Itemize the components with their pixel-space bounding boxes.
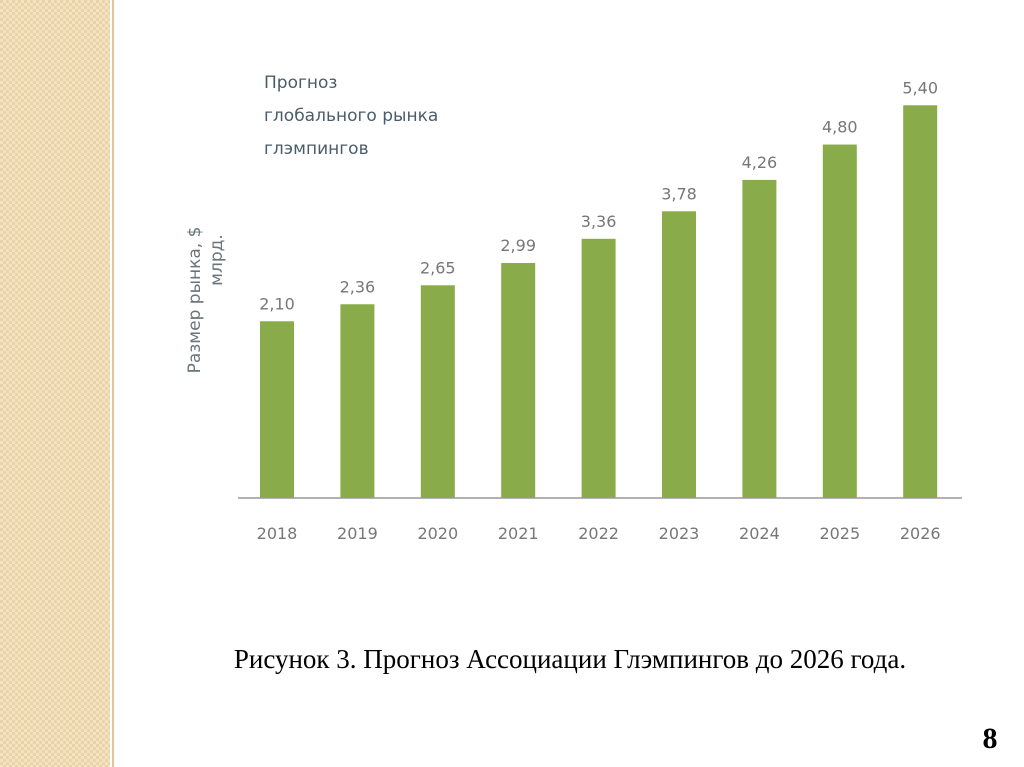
x-tick-label: 2024 [739, 524, 780, 543]
side-stripe [0, 0, 110, 767]
value-label: 2,65 [420, 258, 456, 277]
x-tick-label: 2019 [337, 524, 378, 543]
bar [903, 105, 938, 498]
page-number: 8 [983, 722, 998, 755]
bar [742, 179, 777, 498]
bar [501, 263, 536, 498]
value-label: 3,36 [581, 212, 617, 231]
bar [420, 285, 455, 498]
value-label: 5,40 [902, 78, 938, 97]
bar [260, 321, 294, 498]
x-tick-label: 2023 [659, 524, 700, 543]
bar [581, 238, 616, 499]
bar [822, 144, 857, 498]
chart-title: глобального рынка [264, 106, 438, 126]
caption: Рисунок 3. Прогноз Ассоциации Глэмпингов… [234, 644, 906, 674]
chart-title: глэмпингов [264, 139, 369, 159]
value-label: 2,10 [259, 294, 295, 313]
value-label: 3,78 [661, 184, 697, 203]
value-label: 2,99 [500, 236, 536, 255]
y-axis-label-line: Размер рынка, $ [185, 227, 205, 374]
y-axis-label: Размер рынка, $ млрд. [185, 227, 227, 374]
value-label: 2,36 [340, 277, 376, 296]
x-tick-label: 2018 [257, 524, 298, 543]
chart-title: Прогноз [264, 73, 337, 93]
y-axis-label-line: млрд. [207, 234, 227, 286]
bar [340, 304, 375, 498]
x-tick-label: 2020 [417, 524, 458, 543]
x-tick-label: 2021 [498, 524, 539, 543]
bar [662, 211, 696, 499]
value-label: 4,80 [822, 118, 858, 137]
x-tick-label: 2025 [819, 524, 860, 543]
value-label: 4,26 [742, 153, 778, 172]
x-tick-label: 2026 [900, 524, 941, 543]
chart: Прогноз глобального рынка глэмпингов Размер… [185, 73, 962, 543]
x-tick-label: 2022 [578, 524, 619, 543]
